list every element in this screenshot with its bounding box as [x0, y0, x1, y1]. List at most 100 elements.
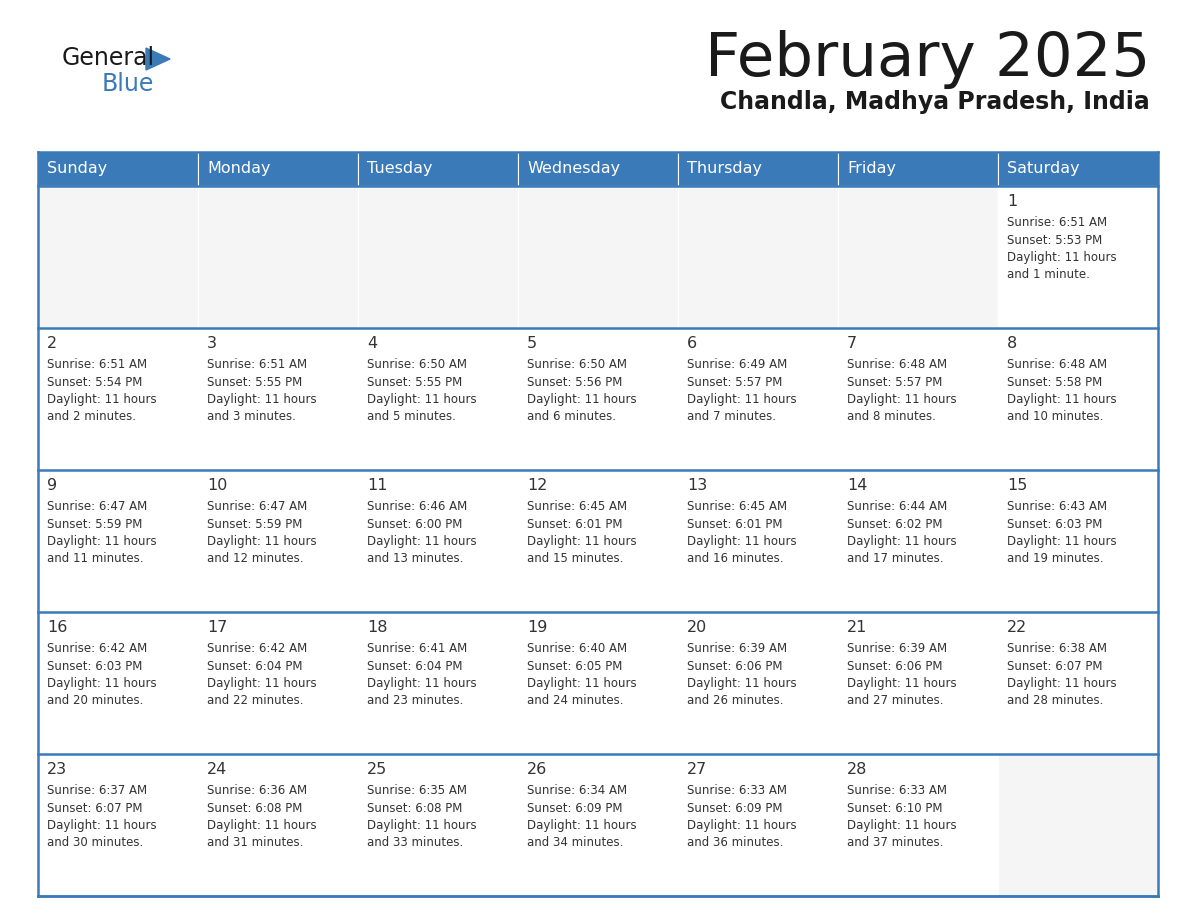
Text: and 17 minutes.: and 17 minutes. — [847, 553, 943, 565]
Text: Sunset: 6:06 PM: Sunset: 6:06 PM — [687, 659, 783, 673]
Text: 10: 10 — [207, 478, 227, 493]
Text: Sunrise: 6:39 AM: Sunrise: 6:39 AM — [687, 642, 788, 655]
Text: 21: 21 — [847, 620, 867, 635]
Text: Sunset: 6:03 PM: Sunset: 6:03 PM — [48, 659, 143, 673]
Bar — [678, 754, 838, 896]
Text: 24: 24 — [207, 762, 227, 777]
Bar — [518, 612, 678, 754]
Text: Sunset: 5:58 PM: Sunset: 5:58 PM — [1007, 375, 1102, 388]
Bar — [678, 152, 838, 186]
Text: Daylight: 11 hours: Daylight: 11 hours — [687, 677, 797, 690]
Bar — [38, 186, 198, 328]
Bar — [358, 186, 518, 328]
Text: Blue: Blue — [102, 72, 154, 96]
Text: Sunset: 5:59 PM: Sunset: 5:59 PM — [207, 518, 303, 531]
Text: Daylight: 11 hours: Daylight: 11 hours — [1007, 251, 1117, 264]
Bar — [998, 328, 1158, 470]
Text: Sunset: 6:01 PM: Sunset: 6:01 PM — [527, 518, 623, 531]
Bar — [838, 186, 998, 328]
Text: Daylight: 11 hours: Daylight: 11 hours — [367, 677, 476, 690]
Text: 13: 13 — [687, 478, 707, 493]
Text: Daylight: 11 hours: Daylight: 11 hours — [48, 393, 157, 406]
Text: and 11 minutes.: and 11 minutes. — [48, 553, 144, 565]
Text: 16: 16 — [48, 620, 68, 635]
Bar — [38, 470, 198, 612]
Bar — [678, 612, 838, 754]
Text: and 15 minutes.: and 15 minutes. — [527, 553, 624, 565]
Bar — [838, 612, 998, 754]
Text: Daylight: 11 hours: Daylight: 11 hours — [207, 819, 317, 832]
Text: Sunrise: 6:33 AM: Sunrise: 6:33 AM — [847, 784, 947, 797]
Text: Sunrise: 6:42 AM: Sunrise: 6:42 AM — [207, 642, 308, 655]
Text: and 22 minutes.: and 22 minutes. — [207, 695, 303, 708]
Text: Thursday: Thursday — [687, 162, 762, 176]
Text: and 24 minutes.: and 24 minutes. — [527, 695, 624, 708]
Text: Sunset: 5:59 PM: Sunset: 5:59 PM — [48, 518, 143, 531]
Text: Sunset: 6:02 PM: Sunset: 6:02 PM — [847, 518, 942, 531]
Text: Sunset: 5:56 PM: Sunset: 5:56 PM — [527, 375, 623, 388]
Text: and 8 minutes.: and 8 minutes. — [847, 410, 936, 423]
Text: Wednesday: Wednesday — [527, 162, 620, 176]
Bar — [38, 328, 198, 470]
Bar — [678, 186, 838, 328]
Text: Daylight: 11 hours: Daylight: 11 hours — [367, 819, 476, 832]
Text: Chandla, Madhya Pradesh, India: Chandla, Madhya Pradesh, India — [720, 90, 1150, 114]
Text: Daylight: 11 hours: Daylight: 11 hours — [527, 677, 637, 690]
Bar — [998, 754, 1158, 896]
Bar — [38, 152, 198, 186]
Text: Sunrise: 6:39 AM: Sunrise: 6:39 AM — [847, 642, 947, 655]
Text: Sunrise: 6:48 AM: Sunrise: 6:48 AM — [1007, 358, 1107, 371]
Text: 17: 17 — [207, 620, 227, 635]
Text: Daylight: 11 hours: Daylight: 11 hours — [847, 535, 956, 548]
Bar — [998, 186, 1158, 328]
Text: Sunrise: 6:43 AM: Sunrise: 6:43 AM — [1007, 500, 1107, 513]
Text: Sunrise: 6:45 AM: Sunrise: 6:45 AM — [687, 500, 788, 513]
Text: Sunrise: 6:47 AM: Sunrise: 6:47 AM — [48, 500, 147, 513]
Text: Sunset: 6:01 PM: Sunset: 6:01 PM — [687, 518, 783, 531]
Text: Sunrise: 6:36 AM: Sunrise: 6:36 AM — [207, 784, 308, 797]
Text: and 6 minutes.: and 6 minutes. — [527, 410, 617, 423]
Text: 12: 12 — [527, 478, 548, 493]
Bar — [358, 152, 518, 186]
Text: Daylight: 11 hours: Daylight: 11 hours — [847, 393, 956, 406]
Text: Daylight: 11 hours: Daylight: 11 hours — [527, 393, 637, 406]
Text: Sunset: 5:54 PM: Sunset: 5:54 PM — [48, 375, 143, 388]
Bar — [838, 470, 998, 612]
Text: Sunrise: 6:37 AM: Sunrise: 6:37 AM — [48, 784, 147, 797]
Bar — [518, 754, 678, 896]
Text: Sunset: 5:57 PM: Sunset: 5:57 PM — [847, 375, 942, 388]
Text: and 10 minutes.: and 10 minutes. — [1007, 410, 1104, 423]
Text: Sunrise: 6:45 AM: Sunrise: 6:45 AM — [527, 500, 627, 513]
Bar — [838, 328, 998, 470]
Text: 1: 1 — [1007, 194, 1017, 209]
Text: and 19 minutes.: and 19 minutes. — [1007, 553, 1104, 565]
Text: Sunrise: 6:38 AM: Sunrise: 6:38 AM — [1007, 642, 1107, 655]
Text: Sunrise: 6:47 AM: Sunrise: 6:47 AM — [207, 500, 308, 513]
Text: February 2025: February 2025 — [704, 30, 1150, 89]
Text: Monday: Monday — [207, 162, 271, 176]
Text: and 30 minutes.: and 30 minutes. — [48, 836, 144, 849]
Text: Daylight: 11 hours: Daylight: 11 hours — [207, 393, 317, 406]
Text: and 20 minutes.: and 20 minutes. — [48, 695, 144, 708]
Text: Sunset: 5:57 PM: Sunset: 5:57 PM — [687, 375, 783, 388]
Bar — [358, 470, 518, 612]
Text: Tuesday: Tuesday — [367, 162, 432, 176]
Bar — [518, 152, 678, 186]
Text: General: General — [62, 46, 156, 70]
Text: Sunset: 6:05 PM: Sunset: 6:05 PM — [527, 659, 623, 673]
Bar — [358, 754, 518, 896]
Bar — [518, 186, 678, 328]
Text: Daylight: 11 hours: Daylight: 11 hours — [847, 677, 956, 690]
Text: Sunset: 6:04 PM: Sunset: 6:04 PM — [367, 659, 462, 673]
Text: Daylight: 11 hours: Daylight: 11 hours — [207, 677, 317, 690]
Text: 28: 28 — [847, 762, 867, 777]
Text: Sunrise: 6:41 AM: Sunrise: 6:41 AM — [367, 642, 467, 655]
Text: Sunrise: 6:46 AM: Sunrise: 6:46 AM — [367, 500, 467, 513]
Bar — [678, 470, 838, 612]
Bar — [838, 152, 998, 186]
Text: Daylight: 11 hours: Daylight: 11 hours — [48, 677, 157, 690]
Bar — [198, 186, 358, 328]
Text: Sunset: 5:55 PM: Sunset: 5:55 PM — [207, 375, 302, 388]
Text: Sunset: 6:07 PM: Sunset: 6:07 PM — [1007, 659, 1102, 673]
Text: Daylight: 11 hours: Daylight: 11 hours — [1007, 535, 1117, 548]
